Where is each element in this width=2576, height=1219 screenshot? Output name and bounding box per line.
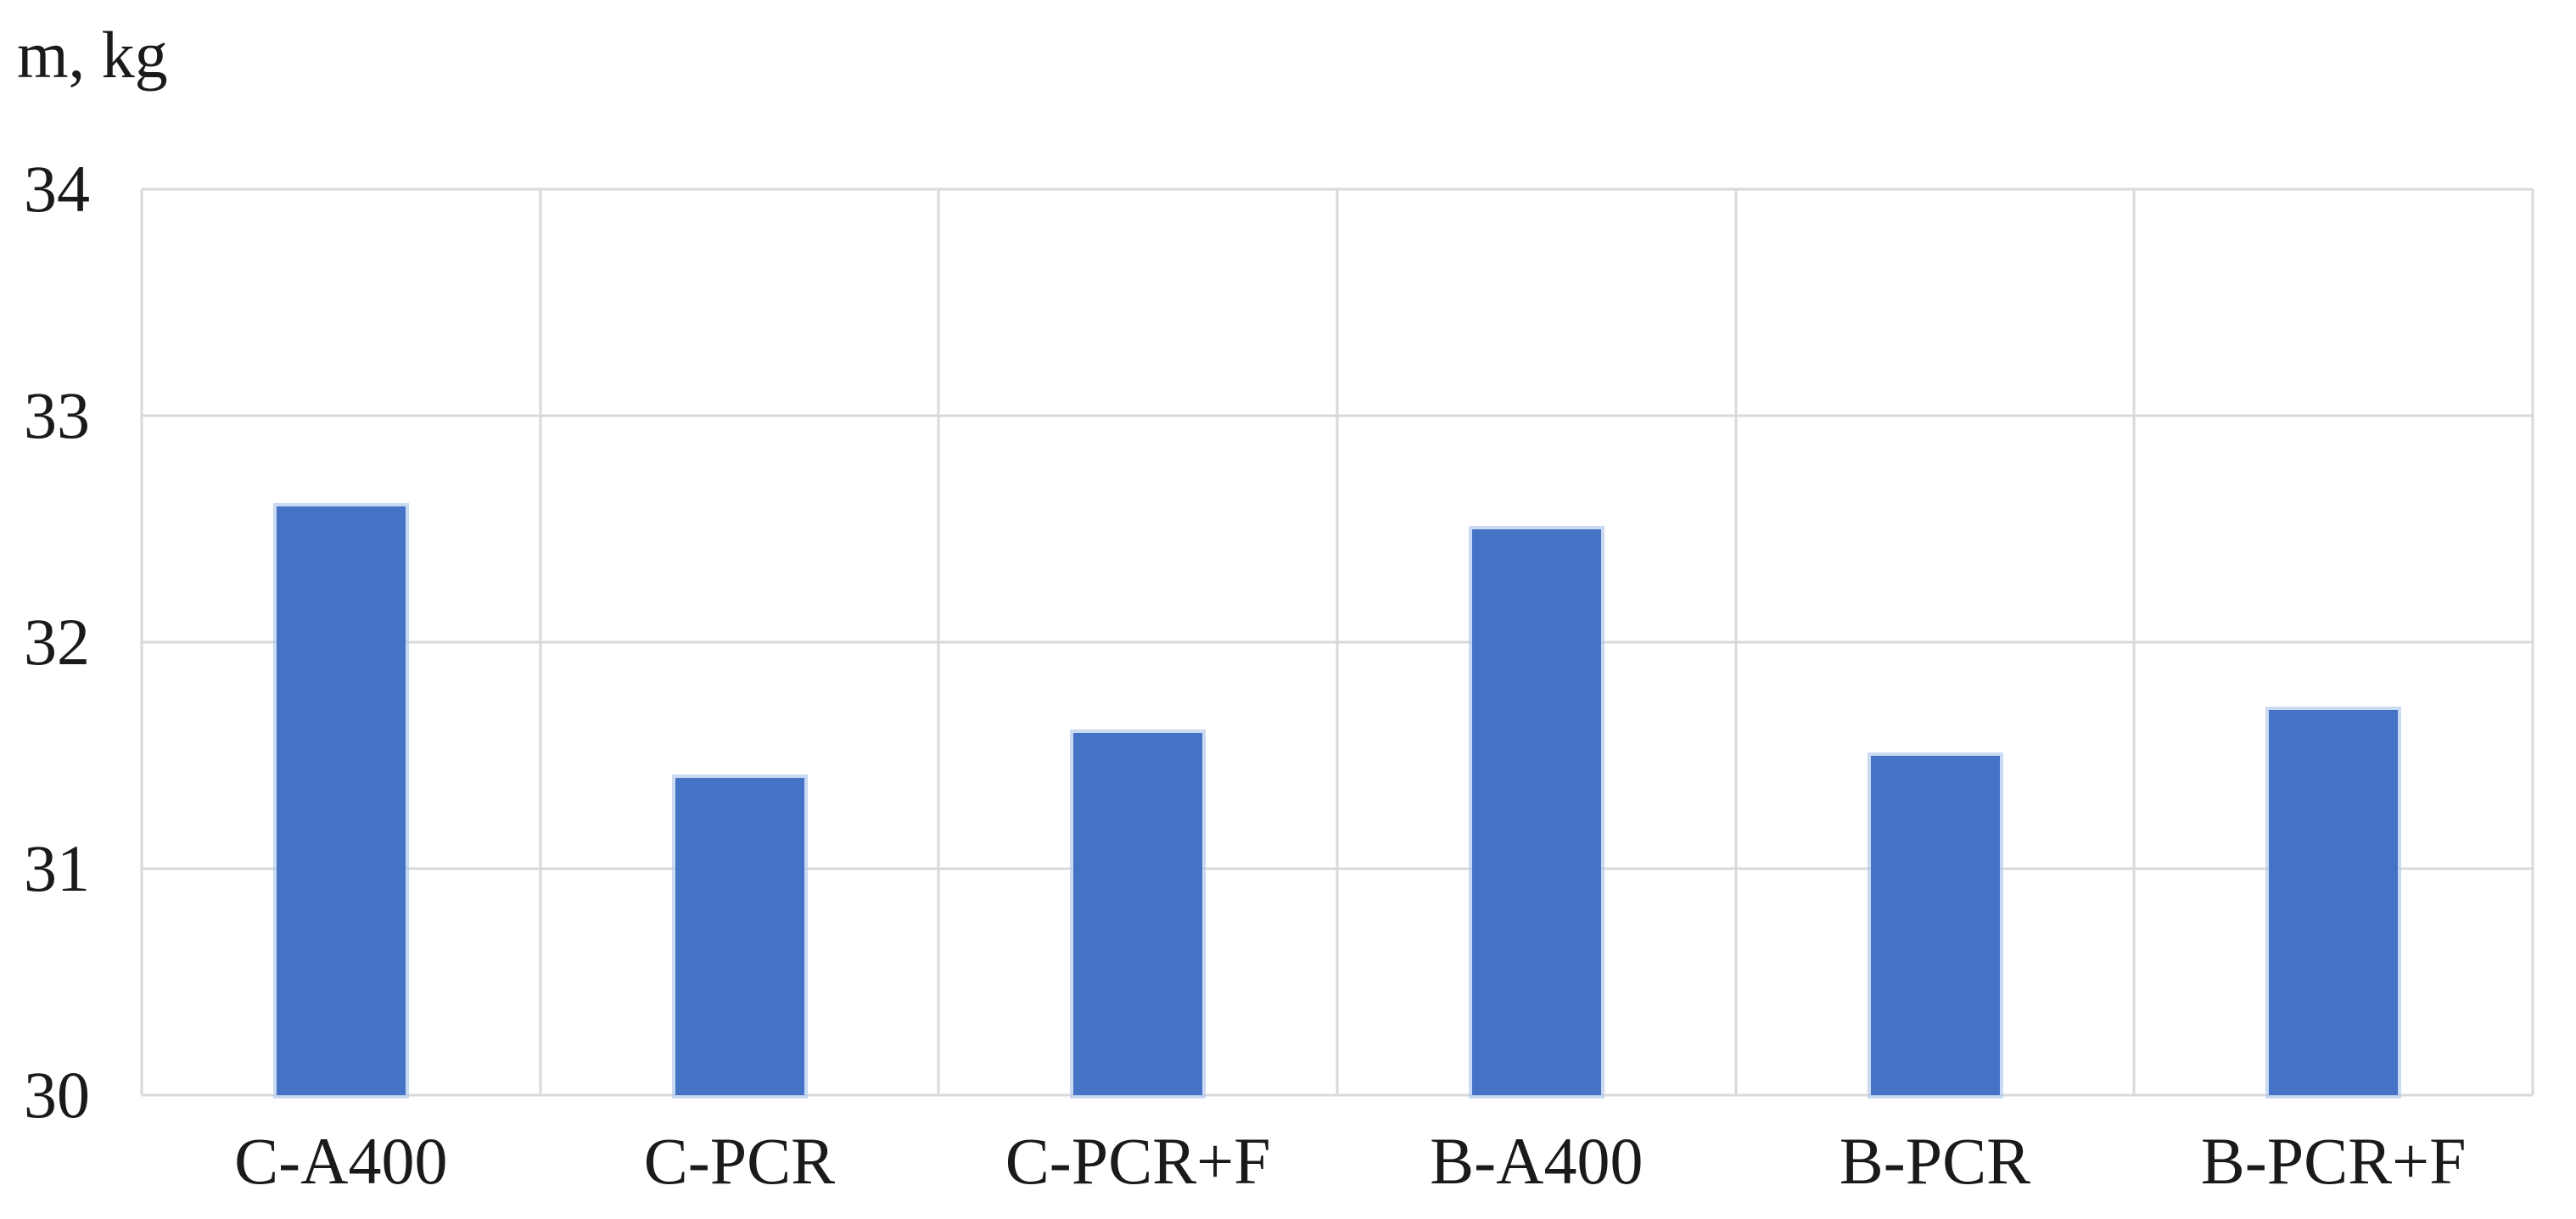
bar-C-A400	[276, 506, 406, 1095]
y-tick-label: 30	[24, 1058, 90, 1132]
y-tick-label: 31	[24, 831, 90, 905]
vertical-gridline	[539, 189, 542, 1095]
bar-B-A400	[1471, 528, 1601, 1095]
vertical-gridline	[1336, 189, 1339, 1095]
y-axis-title: m, kg	[17, 18, 168, 92]
x-category-label: B-PCR+F	[2200, 1124, 2467, 1198]
y-tick-label: 32	[24, 605, 90, 679]
bar-C-PCR	[675, 778, 804, 1095]
x-category-label: C-PCR	[643, 1124, 836, 1198]
vertical-gridline	[140, 189, 143, 1095]
vertical-gridline	[2132, 189, 2136, 1095]
bar-C-PCR+F	[1073, 732, 1203, 1095]
plot-area	[140, 187, 2534, 1097]
y-tick-label: 34	[24, 152, 90, 226]
vertical-gridline	[937, 189, 940, 1095]
x-category-label: C-A400	[234, 1124, 448, 1198]
vertical-gridline	[2531, 189, 2534, 1095]
x-axis-category-labels: C-A400 C-PCR C-PCR+F B-A400 B-PCR B-PCR+F	[142, 1128, 2533, 1213]
x-category-label: B-PCR	[1839, 1124, 2031, 1198]
x-category-label: B-A400	[1430, 1124, 1644, 1198]
bar-B-PCR	[1870, 755, 2000, 1095]
y-tick-label: 33	[24, 378, 90, 452]
x-category-label: C-PCR+F	[1005, 1124, 1271, 1198]
horizontal-gridline	[142, 1093, 2533, 1097]
bar-B-PCR+F	[2269, 710, 2399, 1095]
y-axis-tick-labels: 34 33 32 31 30	[0, 156, 90, 1128]
vertical-gridline	[1734, 189, 1738, 1095]
